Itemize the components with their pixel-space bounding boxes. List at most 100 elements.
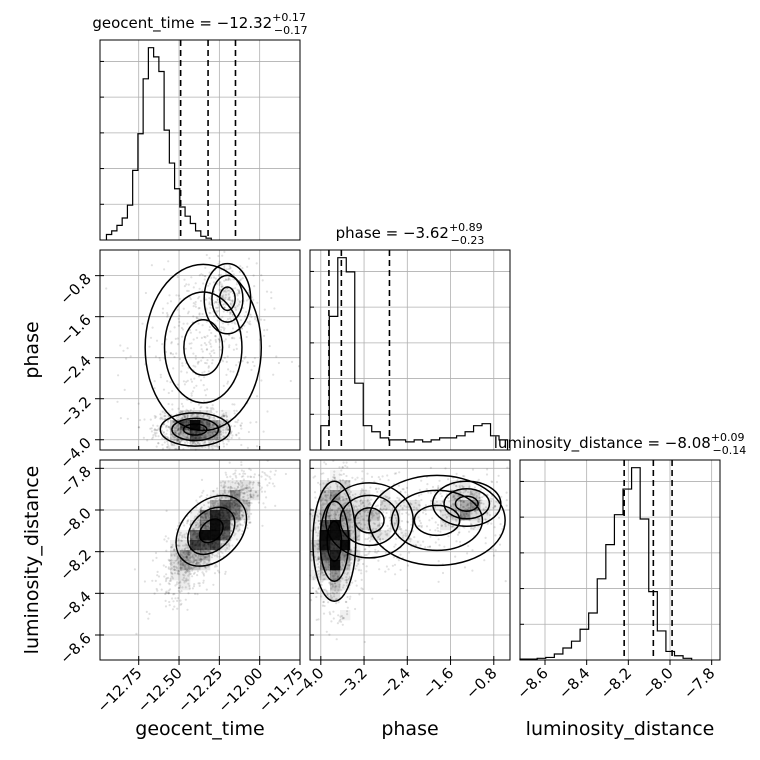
sample-point	[206, 501, 210, 504]
sample-point	[210, 445, 213, 448]
sample-point	[223, 265, 226, 268]
sample-point	[199, 436, 203, 439]
sample-point	[163, 434, 166, 437]
sample-point	[207, 370, 210, 373]
sample-point	[222, 412, 225, 415]
sample-point	[187, 559, 190, 562]
sample-point	[204, 436, 207, 439]
sample-point	[319, 572, 322, 575]
sample-point	[346, 567, 349, 570]
sample-point	[334, 504, 337, 507]
sample-point	[244, 487, 248, 490]
sample-point	[381, 509, 384, 512]
sample-point	[238, 492, 241, 495]
sample-point	[180, 439, 183, 442]
sample-point	[327, 569, 330, 572]
sample-point	[178, 586, 181, 590]
sample-point	[165, 549, 168, 552]
sample-point	[226, 382, 229, 385]
sample-point	[354, 579, 357, 583]
sample-point	[172, 420, 175, 423]
sample-point	[361, 470, 364, 473]
sample-point	[189, 408, 192, 412]
sample-point	[258, 484, 261, 488]
sample-point	[190, 392, 193, 395]
sample-point	[221, 303, 225, 306]
sample-point	[260, 490, 264, 493]
density-cell	[190, 550, 201, 561]
sample-point	[336, 622, 339, 625]
sample-point	[167, 576, 170, 580]
sample-point	[350, 529, 353, 532]
sample-point	[333, 476, 336, 479]
sample-point	[325, 499, 328, 502]
sample-point	[168, 600, 171, 604]
sample-point	[316, 547, 319, 550]
sample-point	[177, 428, 180, 431]
density-cell	[170, 540, 181, 551]
sample-point	[182, 434, 185, 437]
sample-point	[398, 497, 401, 500]
sample-point	[176, 275, 179, 279]
sample-point	[422, 511, 425, 514]
sample-point	[197, 322, 200, 325]
sample-point	[257, 483, 260, 486]
sample-point	[246, 321, 249, 324]
sample-point	[164, 535, 167, 538]
sample-point	[194, 559, 197, 562]
sample-point	[177, 570, 180, 573]
sample-point	[177, 582, 180, 585]
sample-point	[251, 486, 255, 489]
sample-point	[334, 512, 337, 515]
sample-point	[247, 505, 250, 508]
sample-point	[207, 431, 210, 434]
sample-point	[165, 509, 168, 512]
sample-point	[317, 558, 320, 561]
sample-point	[195, 562, 198, 565]
sample-point	[468, 530, 471, 533]
sample-point	[202, 384, 205, 387]
sample-point	[221, 480, 225, 483]
sample-point	[157, 575, 161, 578]
sample-point	[199, 410, 202, 413]
sample-point	[407, 505, 410, 508]
sample-point	[376, 490, 379, 493]
sample-point	[151, 326, 154, 329]
sample-point	[202, 282, 205, 285]
sample-point	[365, 570, 368, 573]
sample-point	[223, 356, 226, 359]
sample-point	[386, 532, 389, 535]
sample-point	[245, 299, 248, 302]
sample-point	[199, 406, 202, 409]
sample-point	[164, 599, 167, 603]
sample-point	[176, 415, 179, 418]
sample-point	[264, 506, 267, 509]
sample-point	[197, 415, 200, 418]
sample-point	[186, 409, 190, 412]
sample-point	[214, 499, 217, 502]
sample-point	[237, 361, 240, 364]
sample-point	[333, 595, 336, 598]
sample-point	[200, 558, 203, 561]
sample-point	[266, 328, 269, 331]
sample-point	[341, 623, 344, 626]
density-cell	[200, 510, 211, 521]
sample-point	[327, 511, 330, 514]
sample-point	[317, 558, 320, 561]
sample-point	[210, 350, 213, 353]
sample-point	[223, 302, 226, 305]
sample-point	[333, 494, 336, 497]
sample-point	[356, 538, 359, 541]
sample-point	[370, 498, 373, 501]
sample-point	[185, 568, 188, 571]
sample-point	[341, 553, 344, 556]
density-cell	[200, 430, 211, 441]
sample-point	[235, 525, 239, 528]
sample-point	[201, 312, 204, 316]
sample-point	[202, 489, 205, 492]
sample-point	[221, 285, 224, 288]
sample-point	[223, 327, 226, 330]
density-cell	[180, 420, 191, 431]
sample-point	[347, 518, 350, 521]
sample-point	[190, 276, 193, 279]
